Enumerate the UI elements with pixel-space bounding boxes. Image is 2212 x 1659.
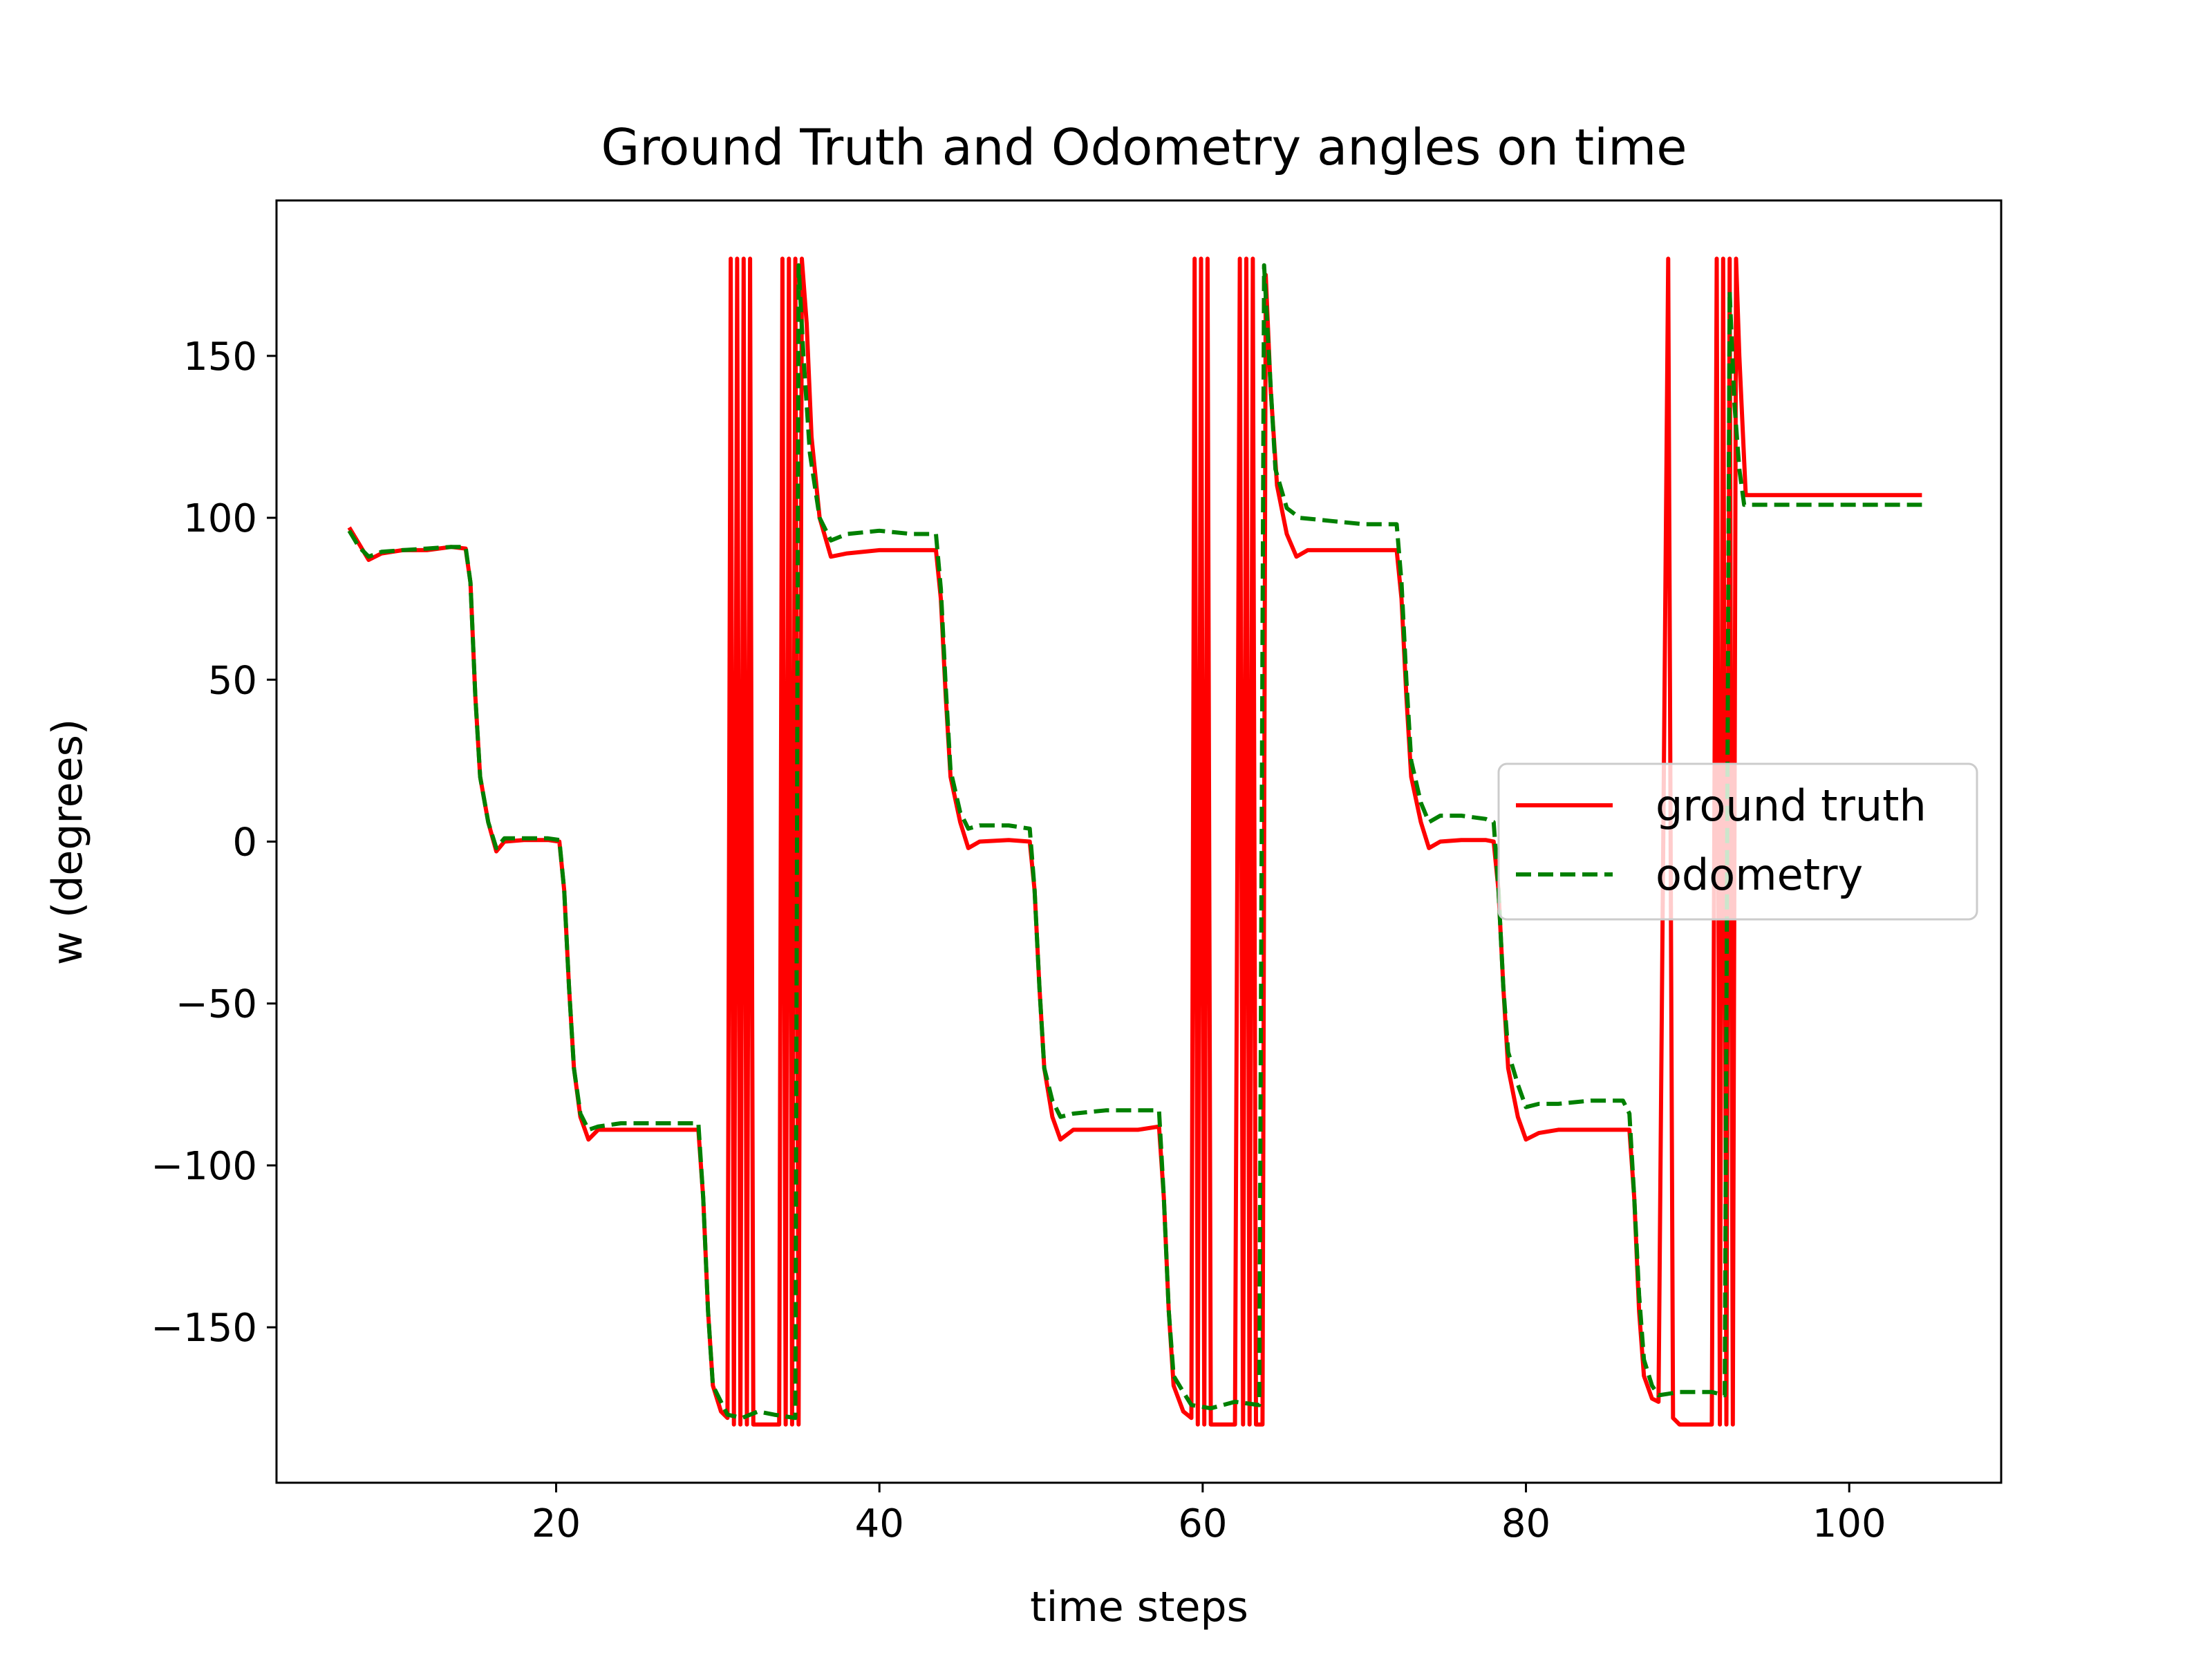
y-tick-label: 0 [232, 821, 257, 865]
y-axis-label: w (degrees) [44, 719, 92, 965]
y-tick-label: 50 [208, 658, 257, 703]
y-tick-label: 150 [183, 335, 257, 379]
y-tick-label: −100 [151, 1144, 257, 1189]
legend: ground truth odometry [1497, 762, 1978, 921]
y-tick-label: 100 [183, 496, 257, 541]
y-tick-label: −50 [176, 982, 257, 1027]
legend-label-ground-truth: ground truth [1656, 780, 1927, 831]
series-line-ground-truth [347, 256, 1922, 1427]
x-tick-label: 40 [855, 1501, 904, 1546]
x-tick-label: 100 [1812, 1501, 1886, 1546]
legend-box [1497, 762, 1978, 921]
x-tick-label: 60 [1178, 1501, 1227, 1546]
x-axis-label: time steps [1030, 1583, 1248, 1631]
legend-label-odometry: odometry [1656, 850, 1863, 900]
series-line-odometry [347, 263, 1922, 1421]
x-axis: 20 40 60 80 100 [532, 1483, 1886, 1546]
chart-title: Ground Truth and Odometry angles on time [601, 118, 1687, 176]
y-axis: 150 100 50 0 −50 −100 −150 [151, 335, 276, 1351]
x-tick-label: 80 [1501, 1501, 1550, 1546]
y-tick-label: −150 [151, 1306, 257, 1351]
x-tick-label: 20 [532, 1501, 581, 1546]
